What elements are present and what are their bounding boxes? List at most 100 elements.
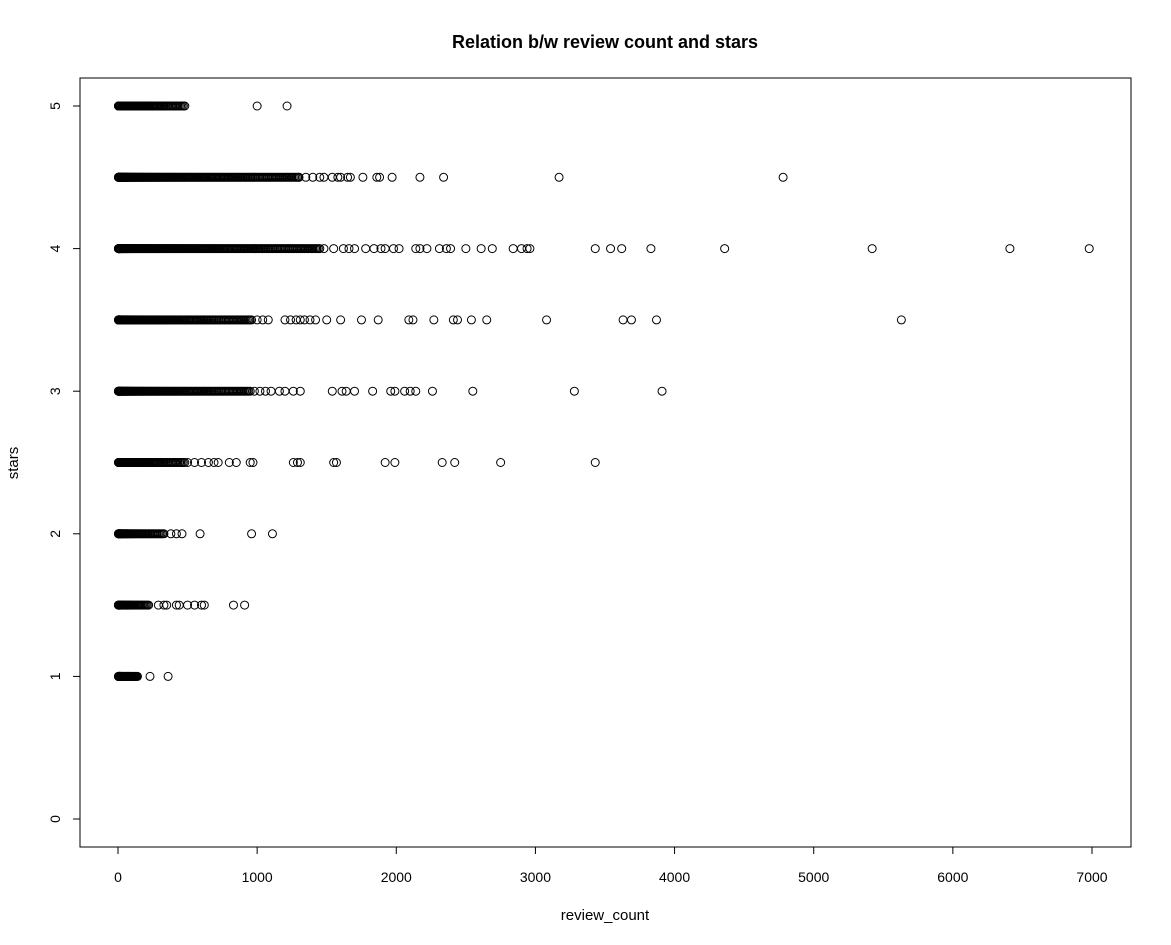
y-tick-label: 3 — [47, 387, 63, 395]
data-point — [350, 386, 360, 396]
data-point — [390, 386, 400, 396]
data-point — [369, 244, 379, 254]
data-point — [466, 315, 476, 325]
x-tick-label: 5000 — [798, 869, 829, 885]
data-point — [245, 458, 255, 467]
data-point — [400, 386, 410, 396]
x-tick-label: 6000 — [937, 869, 968, 885]
data-point — [368, 386, 378, 396]
data-point — [255, 386, 265, 396]
data-point — [522, 244, 532, 254]
data-point — [315, 244, 325, 254]
x-axis: 0 1000 2000 3000 4000 5000 6000 7000 — [114, 846, 1108, 885]
data-point — [329, 458, 339, 467]
data-point — [389, 244, 398, 254]
data-point — [245, 386, 255, 396]
data-point — [590, 458, 600, 467]
data-point — [657, 386, 667, 396]
data-point — [159, 529, 169, 539]
y-axis: 0 1 2 3 4 5 — [47, 102, 81, 823]
data-point — [867, 244, 877, 254]
data-point — [411, 386, 421, 396]
data-point — [308, 172, 318, 182]
data-point — [301, 172, 311, 182]
y-tick-label: 0 — [47, 815, 63, 823]
data-point — [358, 172, 368, 182]
data-point — [405, 386, 415, 396]
data-point — [376, 244, 386, 254]
data-points — [113, 101, 1094, 681]
x-tick-label: 1000 — [242, 869, 273, 885]
data-point — [336, 315, 346, 325]
data-point — [329, 244, 339, 254]
data-point — [411, 244, 421, 254]
data-point — [590, 244, 600, 254]
y-axis-label: stars — [5, 447, 22, 480]
data-point — [380, 458, 390, 467]
data-point — [1005, 244, 1015, 254]
data-point — [344, 244, 354, 254]
data-point — [180, 101, 190, 111]
data-point — [294, 172, 304, 182]
data-point — [247, 315, 257, 325]
data-point — [258, 315, 268, 325]
data-point — [448, 315, 458, 325]
x-axis-label: review_count — [561, 907, 650, 924]
data-point — [315, 172, 325, 182]
data-point — [427, 386, 437, 396]
data-point — [295, 315, 305, 325]
data-point — [778, 172, 788, 182]
data-point — [404, 315, 414, 325]
data-point — [386, 386, 396, 396]
data-point — [337, 386, 347, 396]
data-point — [468, 386, 478, 396]
y-tick-label: 5 — [47, 102, 63, 110]
data-point — [1084, 244, 1094, 254]
data-point — [394, 244, 404, 254]
data-point — [333, 172, 343, 182]
data-point — [199, 600, 209, 610]
data-point — [248, 458, 258, 467]
data-point — [249, 386, 259, 396]
data-point — [260, 386, 270, 396]
data-point — [390, 458, 400, 467]
data-point — [606, 244, 616, 254]
data-point — [228, 600, 238, 610]
data-point — [429, 315, 439, 325]
data-point — [387, 172, 397, 182]
data-point — [437, 458, 447, 467]
data-point — [282, 101, 292, 111]
x-tick-label: 7000 — [1076, 869, 1107, 885]
data-point — [295, 458, 305, 467]
data-point — [357, 315, 366, 325]
data-point — [338, 244, 348, 254]
data-point — [331, 458, 341, 467]
data-point — [209, 458, 219, 467]
data-point — [446, 244, 456, 254]
data-point — [554, 172, 564, 182]
data-point — [372, 172, 382, 182]
data-point — [203, 458, 213, 467]
data-point — [450, 458, 460, 467]
data-point — [252, 101, 262, 111]
data-point — [461, 244, 471, 254]
data-point — [896, 315, 906, 325]
data-point — [345, 172, 355, 182]
data-point — [295, 386, 305, 396]
plot-frame — [79, 77, 1132, 848]
data-point — [434, 244, 444, 254]
data-point — [144, 600, 154, 610]
data-point — [327, 386, 337, 396]
data-point — [542, 315, 552, 325]
x-tick-label: 2000 — [381, 869, 412, 885]
data-point — [482, 315, 492, 325]
x-tick-label: 3000 — [520, 869, 551, 885]
data-point — [343, 172, 353, 182]
data-point — [190, 458, 200, 467]
data-point — [190, 600, 200, 610]
data-point — [180, 458, 190, 467]
data-point — [408, 315, 418, 325]
data-point — [252, 315, 262, 325]
data-point — [487, 244, 497, 254]
data-point — [286, 315, 296, 325]
